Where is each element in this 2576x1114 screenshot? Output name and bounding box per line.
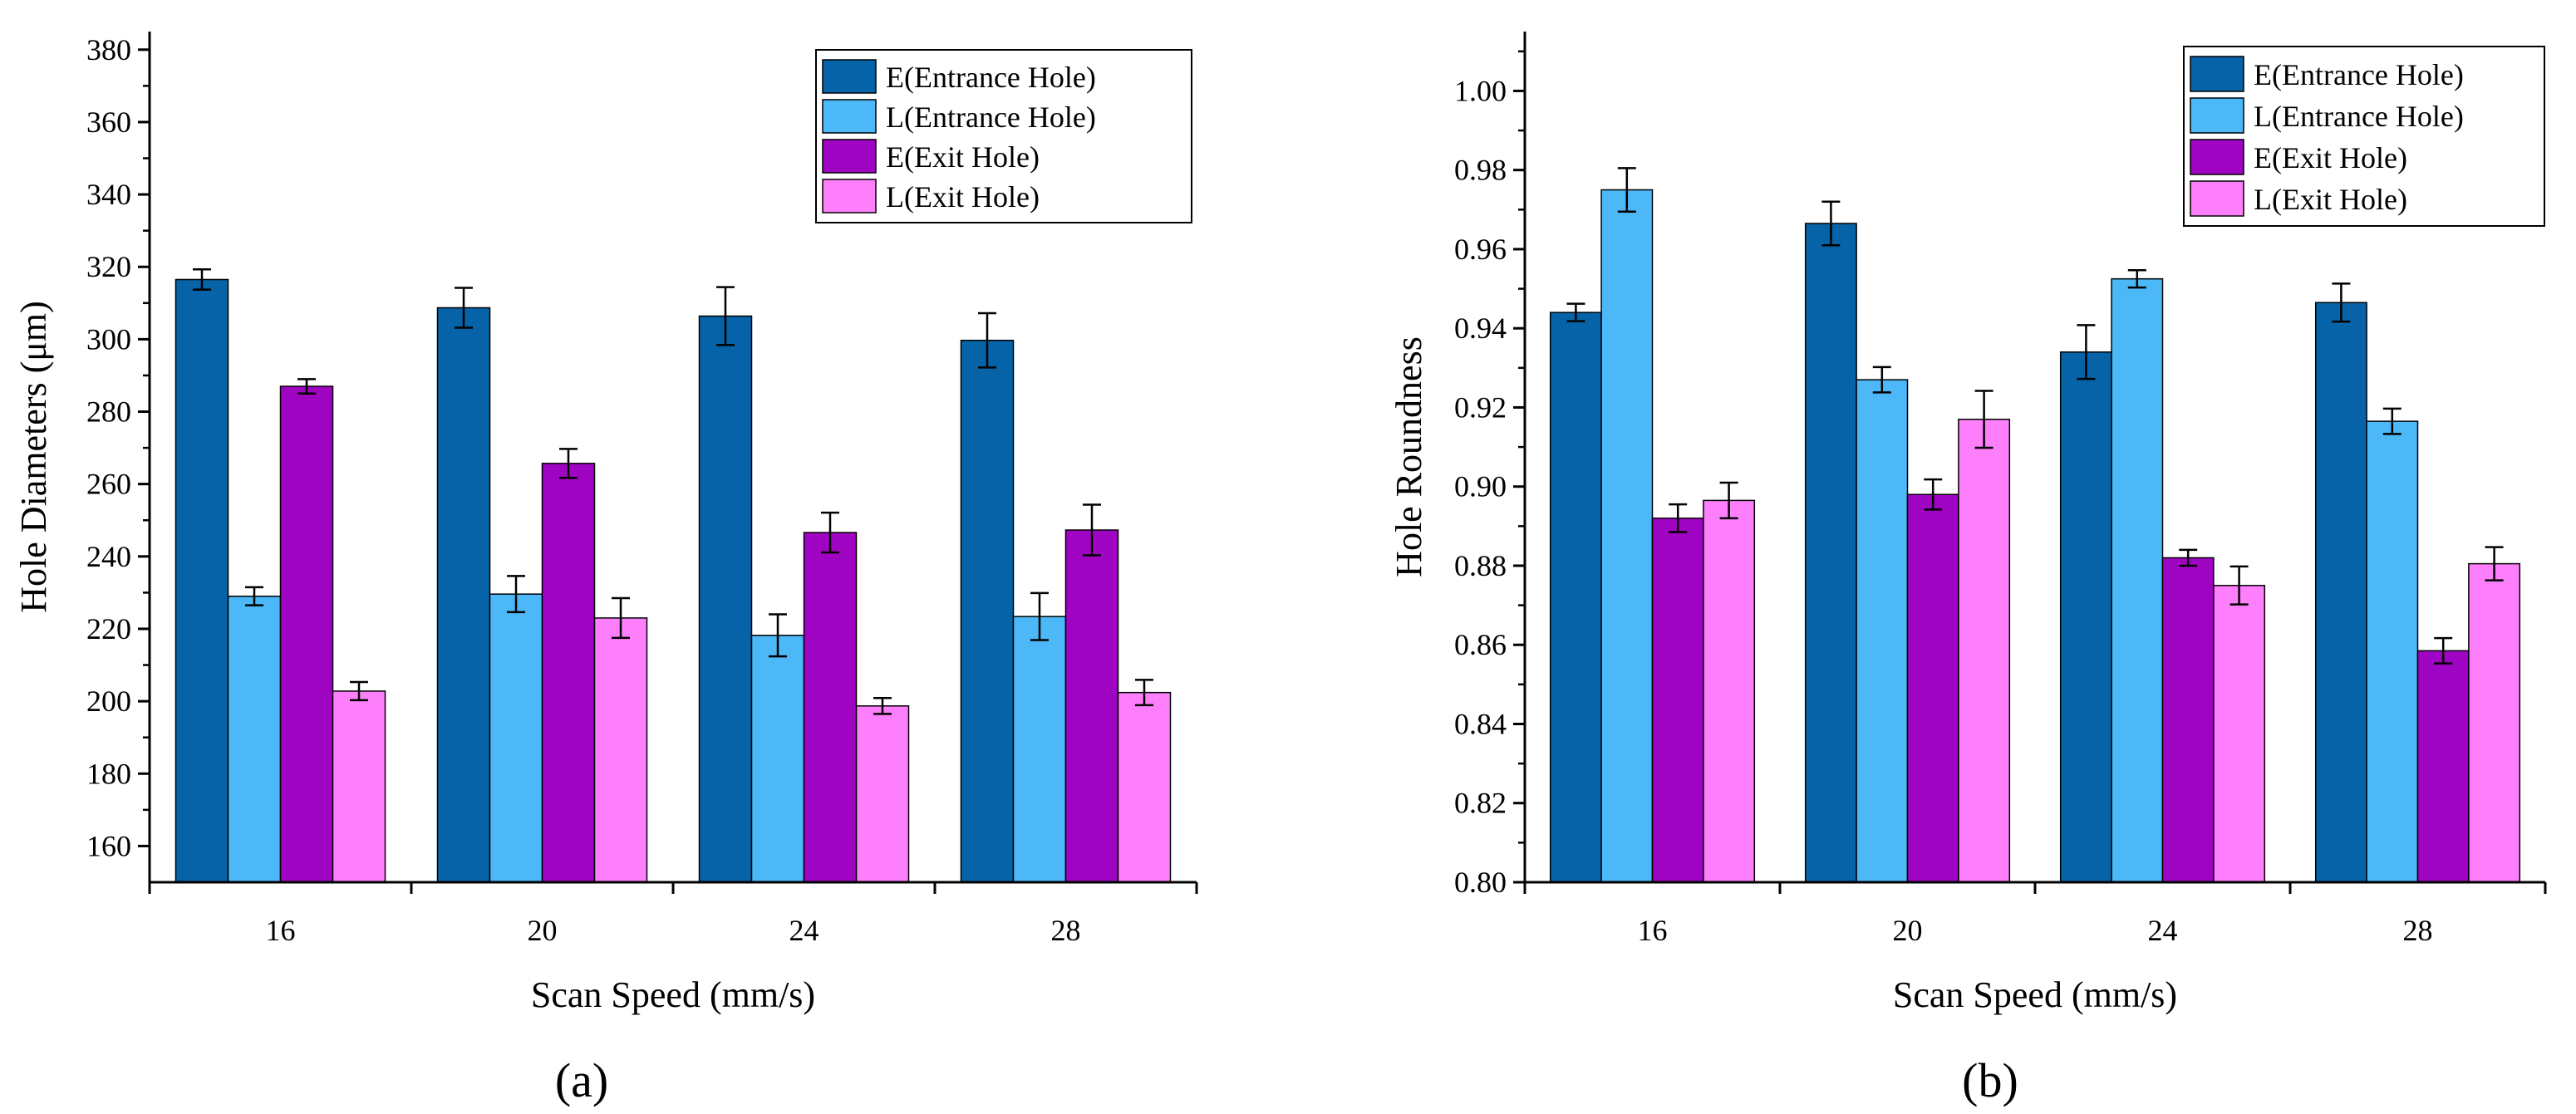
y-tick-label: 0.92 — [1454, 390, 1507, 424]
legend-label: L(Entrance Hole) — [2254, 100, 2464, 133]
panel-label: (b) — [1962, 1053, 2018, 1107]
bar-l-entrance-hole-28 — [2366, 420, 2419, 883]
legend: E(Entrance Hole) L(Entrance Hole) E(Exit H… — [2183, 46, 2545, 227]
bar-l-entrance-hole-20 — [489, 593, 543, 883]
y-tick-label: 0.98 — [1454, 154, 1507, 187]
legend-swatch — [822, 179, 877, 213]
y-tick-label: 0.96 — [1454, 233, 1507, 266]
bar-l-entrance-hole-16 — [1600, 189, 1654, 883]
bar-l-exit-hole-16 — [332, 690, 386, 883]
bar-e-entrance-hole-24 — [2059, 351, 2112, 883]
legend-label: E(Exit Hole) — [2254, 141, 2407, 174]
y-tick-label: 280 — [86, 395, 131, 429]
x-tick-label: 24 — [789, 914, 819, 947]
legend-swatch — [2190, 139, 2244, 175]
legend-swatch — [2190, 180, 2244, 217]
y-tick-label: 0.80 — [1454, 866, 1507, 899]
bar-l-exit-hole-28 — [1117, 691, 1172, 883]
panel-a-diameters: 160 180 200 220 240 260 280 300 320 340 360 380 16 20… — [13, 32, 1198, 1107]
bar-e-entrance-hole-28 — [2314, 302, 2367, 883]
legend: E(Entrance Hole) L(Entrance Hole) E(Exit H… — [815, 49, 1192, 223]
legend-label: E(Entrance Hole) — [2254, 58, 2464, 91]
y-tick-label: 0.82 — [1454, 787, 1507, 820]
y-tick-label: 300 — [86, 322, 131, 356]
y-tick-label: 0.94 — [1454, 312, 1507, 345]
panel-label: (a) — [555, 1053, 608, 1107]
y-tick-label: 160 — [86, 829, 131, 862]
x-axis-title: Scan Speed (mm/s) — [531, 974, 815, 1015]
legend-swatch — [822, 59, 877, 94]
x-tick-label: 24 — [2148, 914, 2178, 947]
y-tick-label: 180 — [86, 757, 131, 790]
bar-e-exit-hole-16 — [1651, 518, 1704, 883]
bar-l-exit-hole-16 — [1703, 499, 1756, 883]
bar-e-entrance-hole-20 — [436, 307, 491, 883]
bar-l-entrance-hole-24 — [750, 635, 805, 883]
legend-label: L(Exit Hole) — [2254, 183, 2407, 216]
x-tick-label: 16 — [1638, 914, 1668, 947]
panel-b-roundness: 0.80 0.82 0.84 0.86 0.88 0.90 0.92 0.94 0.96 0.98… — [1389, 32, 2547, 1107]
legend-swatch — [2190, 56, 2244, 92]
y-axis-title: Hole Diameters (μm) — [13, 301, 54, 612]
legend-swatch — [822, 139, 877, 174]
bar-e-entrance-hole-16 — [1549, 312, 1602, 883]
y-tick-label: 380 — [86, 33, 131, 66]
y-tick-label: 220 — [86, 612, 131, 645]
legend-swatch — [2190, 97, 2244, 134]
y-tick-label: 200 — [86, 685, 131, 718]
bar-e-entrance-hole-24 — [698, 315, 753, 883]
bar-l-entrance-hole-28 — [1012, 616, 1067, 883]
bar-l-exit-hole-24 — [855, 705, 910, 883]
y-tick-label: 240 — [86, 540, 131, 573]
bar-l-entrance-hole-16 — [227, 596, 282, 883]
y-tick-label: 360 — [86, 106, 131, 139]
x-tick-label: 20 — [1893, 914, 1923, 947]
bar-l-entrance-hole-24 — [2111, 277, 2164, 883]
y-tick-label: 0.84 — [1454, 707, 1507, 740]
bar-e-exit-hole-28 — [1064, 529, 1119, 883]
y-tick-label: 0.86 — [1454, 628, 1507, 661]
bar-l-entrance-hole-20 — [1856, 379, 1909, 883]
bar-e-entrance-hole-20 — [1804, 223, 1857, 883]
legend-label: E(Exit Hole) — [886, 140, 1040, 174]
y-tick-label: 0.88 — [1454, 549, 1507, 582]
bar-e-exit-hole-20 — [1906, 493, 1959, 883]
legend-label: L(Exit Hole) — [886, 180, 1040, 213]
x-tick-label: 28 — [2403, 914, 2433, 947]
bar-e-entrance-hole-28 — [960, 339, 1015, 883]
bar-l-exit-hole-24 — [2213, 585, 2266, 883]
y-axis-title: Hole Roundness — [1389, 336, 1429, 577]
y-tick-label: 320 — [86, 250, 131, 283]
bar-l-exit-hole-20 — [593, 617, 648, 883]
y-tick-label: 0.90 — [1454, 470, 1507, 503]
legend-label: E(Entrance Hole) — [886, 61, 1096, 94]
bar-l-exit-hole-20 — [1958, 419, 2011, 883]
bar-e-exit-hole-16 — [279, 385, 334, 883]
x-tick-label: 16 — [266, 914, 296, 947]
bar-e-entrance-hole-16 — [175, 278, 229, 883]
x-tick-label: 28 — [1051, 914, 1081, 947]
bar-e-exit-hole-28 — [2416, 650, 2470, 883]
y-tick-label: 260 — [86, 468, 131, 501]
x-tick-label: 20 — [528, 914, 558, 947]
bar-e-exit-hole-20 — [541, 463, 596, 883]
bar-e-exit-hole-24 — [2161, 557, 2215, 883]
bar-l-exit-hole-28 — [2468, 562, 2521, 883]
legend-box — [815, 49, 1192, 223]
y-tick-label: 340 — [86, 178, 131, 211]
legend-label: L(Entrance Hole) — [886, 101, 1096, 134]
x-axis-title: Scan Speed (mm/s) — [1893, 974, 2177, 1015]
legend-swatch — [822, 99, 877, 134]
y-tick-label: 1.00 — [1454, 74, 1507, 107]
bar-e-exit-hole-24 — [803, 532, 858, 883]
